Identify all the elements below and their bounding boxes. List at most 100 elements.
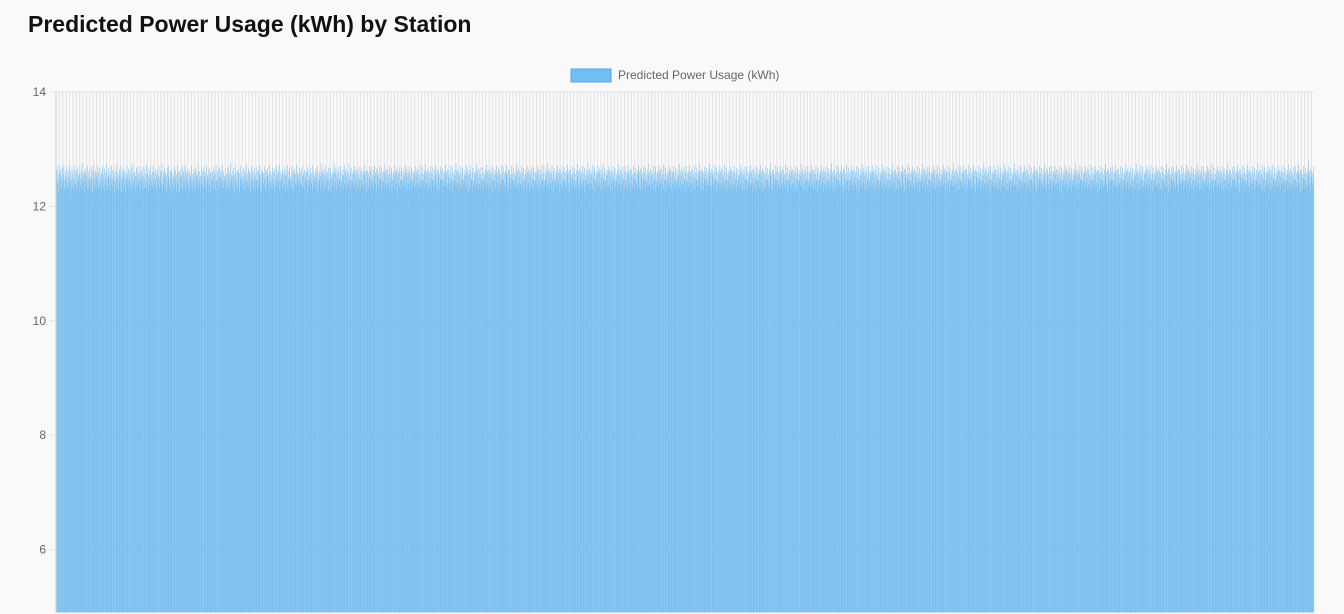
- bar[interactable]: [467, 169, 469, 613]
- bar[interactable]: [596, 171, 598, 613]
- bar[interactable]: [709, 186, 711, 613]
- bar[interactable]: [294, 169, 296, 613]
- bar[interactable]: [287, 178, 289, 613]
- bar[interactable]: [577, 176, 578, 613]
- bar[interactable]: [811, 165, 812, 613]
- bar[interactable]: [127, 181, 129, 613]
- bar[interactable]: [478, 178, 480, 613]
- bar[interactable]: [311, 183, 312, 613]
- bar[interactable]: [956, 184, 958, 613]
- bar[interactable]: [603, 181, 604, 613]
- bar[interactable]: [285, 170, 287, 613]
- bar[interactable]: [549, 190, 550, 613]
- bar[interactable]: [866, 179, 868, 613]
- bar[interactable]: [333, 165, 335, 613]
- bar[interactable]: [620, 177, 622, 613]
- bar[interactable]: [973, 166, 974, 613]
- bar[interactable]: [240, 178, 241, 613]
- bar[interactable]: [791, 186, 792, 613]
- bar[interactable]: [529, 177, 530, 613]
- bar[interactable]: [216, 185, 218, 613]
- bar[interactable]: [264, 178, 266, 613]
- bar[interactable]: [783, 184, 785, 613]
- bar[interactable]: [480, 167, 482, 613]
- bar[interactable]: [279, 180, 281, 613]
- bar[interactable]: [193, 187, 195, 613]
- bar[interactable]: [97, 165, 98, 613]
- bar[interactable]: [132, 180, 134, 613]
- bar[interactable]: [783, 170, 785, 613]
- bar[interactable]: [846, 165, 847, 613]
- bar[interactable]: [955, 177, 957, 613]
- bar[interactable]: [870, 171, 872, 613]
- bar[interactable]: [705, 172, 706, 613]
- bar[interactable]: [338, 186, 339, 613]
- bar[interactable]: [313, 172, 315, 613]
- bar[interactable]: [63, 174, 64, 613]
- bar[interactable]: [501, 181, 503, 613]
- bar[interactable]: [305, 172, 307, 613]
- bar[interactable]: [982, 170, 983, 613]
- bar[interactable]: [904, 192, 906, 613]
- bar[interactable]: [365, 183, 367, 613]
- bar[interactable]: [1025, 169, 1027, 613]
- bar[interactable]: [748, 182, 749, 613]
- bar[interactable]: [1020, 190, 1021, 613]
- bar[interactable]: [760, 165, 761, 613]
- bar[interactable]: [477, 169, 479, 613]
- bar[interactable]: [383, 188, 385, 613]
- bar[interactable]: [64, 188, 65, 613]
- bar[interactable]: [539, 178, 540, 613]
- bar[interactable]: [375, 173, 376, 613]
- bar[interactable]: [931, 171, 933, 613]
- bar[interactable]: [786, 181, 787, 613]
- bar[interactable]: [540, 174, 542, 613]
- bar[interactable]: [506, 186, 508, 613]
- bar[interactable]: [1031, 185, 1033, 613]
- bar[interactable]: [525, 189, 527, 613]
- bar[interactable]: [963, 166, 964, 613]
- bar[interactable]: [204, 186, 206, 613]
- bar[interactable]: [227, 186, 229, 613]
- bar[interactable]: [76, 170, 77, 613]
- bar[interactable]: [767, 180, 768, 613]
- bar[interactable]: [328, 168, 329, 613]
- bar[interactable]: [173, 190, 174, 613]
- bar[interactable]: [241, 181, 243, 613]
- bar[interactable]: [227, 167, 228, 613]
- bar[interactable]: [240, 187, 242, 613]
- bar[interactable]: [223, 172, 225, 613]
- bar[interactable]: [509, 170, 510, 613]
- bar[interactable]: [687, 171, 689, 613]
- bar[interactable]: [633, 178, 634, 613]
- bar[interactable]: [424, 170, 425, 613]
- bar[interactable]: [995, 190, 997, 613]
- bar[interactable]: [369, 182, 371, 613]
- bar[interactable]: [85, 182, 86, 613]
- bar[interactable]: [360, 172, 361, 613]
- bar[interactable]: [215, 165, 217, 613]
- bar[interactable]: [758, 174, 759, 613]
- bar[interactable]: [825, 166, 827, 613]
- bar[interactable]: [678, 189, 679, 613]
- bar[interactable]: [649, 173, 650, 613]
- bar[interactable]: [282, 177, 284, 613]
- bar[interactable]: [948, 179, 949, 613]
- bar[interactable]: [988, 167, 989, 613]
- bar[interactable]: [419, 165, 421, 613]
- bar[interactable]: [564, 185, 566, 613]
- bar[interactable]: [828, 180, 829, 613]
- bar[interactable]: [744, 167, 746, 613]
- bar[interactable]: [372, 181, 374, 613]
- bar[interactable]: [796, 172, 798, 613]
- bar[interactable]: [984, 182, 986, 613]
- bar[interactable]: [218, 177, 220, 613]
- bar[interactable]: [223, 181, 225, 613]
- bar[interactable]: [440, 166, 441, 613]
- bar[interactable]: [115, 180, 117, 613]
- bar[interactable]: [797, 180, 799, 613]
- bar[interactable]: [986, 170, 988, 613]
- bar[interactable]: [790, 176, 791, 613]
- bar[interactable]: [674, 178, 675, 613]
- bar[interactable]: [890, 174, 891, 613]
